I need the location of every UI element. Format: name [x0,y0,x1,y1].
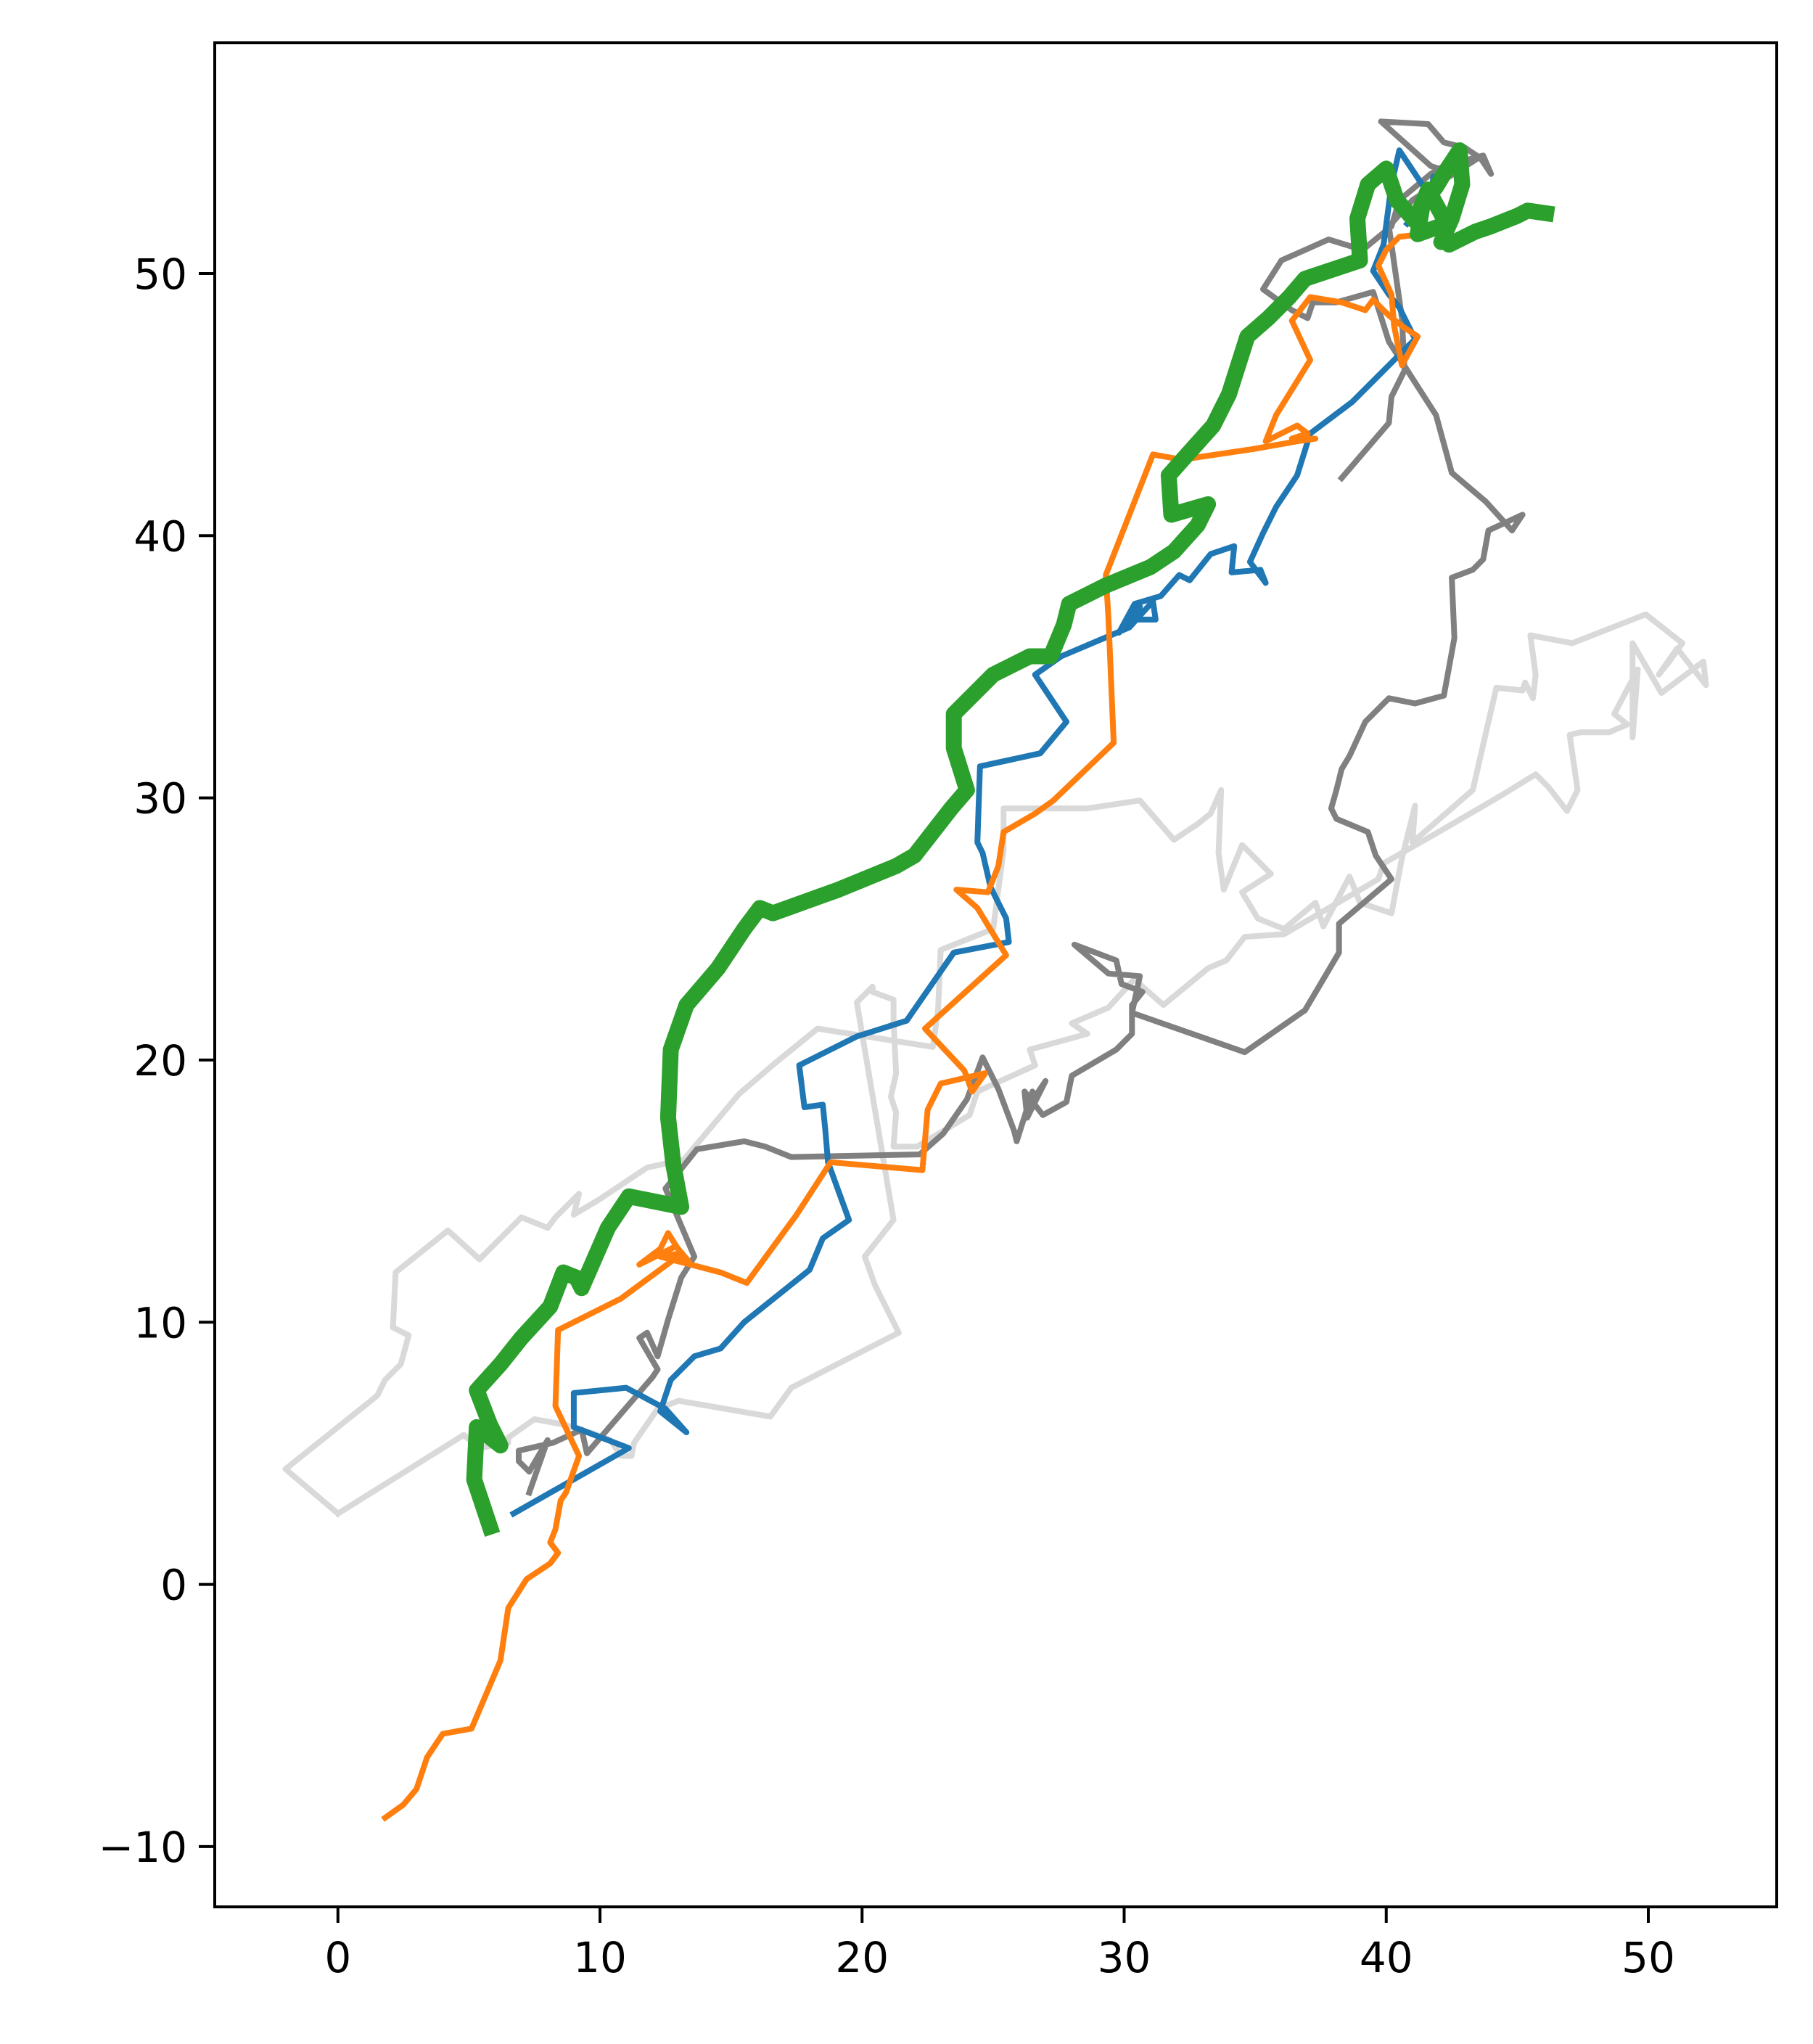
series-line-1 [282,611,1709,1518]
x-tick-label: 0 [324,1933,351,1982]
x-tick-label: 40 [1360,1933,1413,1982]
y-tick-label: 20 [133,1036,187,1085]
y-tick-label: 0 [160,1561,187,1610]
series-line-4 [381,228,1447,1822]
plot-frame [213,41,1778,1908]
y-tick-label: −10 [99,1823,187,1872]
x-tick-label: 20 [835,1933,889,1982]
plot-lines [282,118,1709,1822]
y-tick-label: 50 [133,250,187,299]
x-tick-label: 10 [573,1933,627,1982]
series-line-3 [509,147,1444,1518]
x-tick-label: 30 [1098,1933,1151,1982]
y-tick-label: 40 [133,512,187,561]
series-line-5 [466,142,1555,1538]
y-axis: −10 0 10 20 30 40 50 [99,250,215,1872]
x-tick-label: 50 [1621,1933,1675,1982]
y-tick-label: 10 [133,1298,187,1347]
x-axis: 0 10 20 30 40 50 [324,1907,1675,1982]
y-tick-label: 30 [133,774,187,824]
